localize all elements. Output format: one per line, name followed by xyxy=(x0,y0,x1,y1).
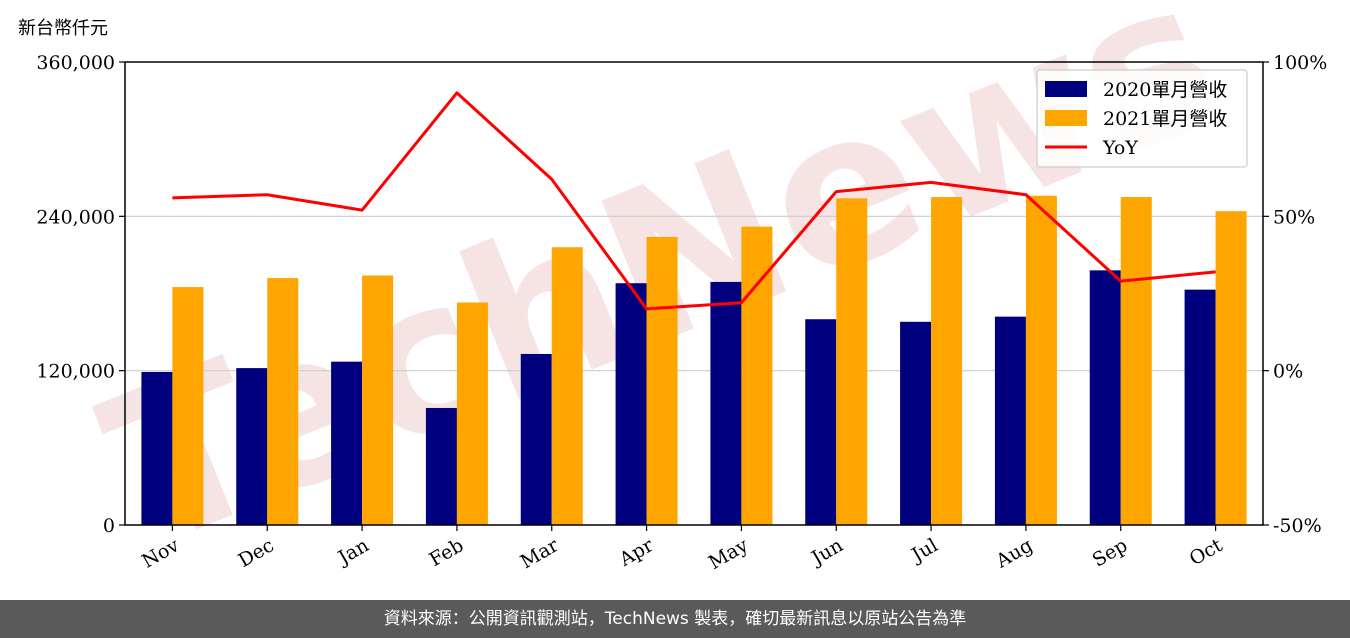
legend-label: YoY xyxy=(1102,137,1138,159)
yoy-line xyxy=(172,91,1216,311)
bar-2020-may xyxy=(710,281,742,525)
legend-swatch xyxy=(1045,81,1087,97)
grid-lines xyxy=(125,215,1263,372)
bar-2021-jun xyxy=(836,198,868,526)
bar-2020-aug xyxy=(994,316,1026,525)
bar-2021-mar xyxy=(551,247,583,525)
x-tick-label-apr: Apr xyxy=(615,534,658,571)
bar-2020-feb xyxy=(425,407,457,525)
plot-frame xyxy=(124,61,1264,526)
bar-2020-apr xyxy=(615,283,647,525)
bar-2020-jul xyxy=(900,321,932,525)
y-left-tick-label: 0 xyxy=(103,515,115,537)
bar-2021-may xyxy=(741,226,773,525)
legend-box xyxy=(1036,69,1248,168)
bar-2021-aug xyxy=(1025,195,1057,525)
y-left-tick-label: 120,000 xyxy=(36,361,115,383)
source-footer: 資料來源：公開資訊觀測站，TechNews 製表，確切最新訊息以原站公告為準 xyxy=(0,600,1350,638)
bar-2021-jul xyxy=(931,197,963,525)
x-tick-label-sep: Sep xyxy=(1089,534,1132,571)
chart-canvas: TechNews 0120,000240,000360,000-50%0%50%… xyxy=(36,0,1327,595)
bar-2021-dec xyxy=(267,278,299,525)
bars xyxy=(141,195,1247,526)
bar-2021-oct xyxy=(1215,211,1247,525)
x-tick-label-jun: Jun xyxy=(806,534,847,570)
y-axis-unit-label: 新台幣仟元 xyxy=(18,18,108,39)
bar-2021-jan xyxy=(362,275,394,525)
bar-2021-feb xyxy=(456,302,488,525)
y-right-tick-label: 100% xyxy=(1273,52,1327,74)
bar-2021-sep xyxy=(1120,197,1152,525)
bar-2020-sep xyxy=(1089,270,1121,525)
bar-2021-apr xyxy=(646,236,678,525)
legend-swatch xyxy=(1045,110,1087,126)
bar-2020-nov xyxy=(141,371,173,525)
y-right-tick-label: -50% xyxy=(1273,515,1322,537)
legend-label: 2021單月營收 xyxy=(1103,108,1227,130)
bar-2020-jan xyxy=(331,361,363,525)
legend-label: 2020單月營收 xyxy=(1103,79,1227,101)
yoy-line-layer xyxy=(172,91,1216,311)
y-left-tick-label: 360,000 xyxy=(36,52,115,74)
bar-2020-jun xyxy=(805,319,837,525)
bar-2021-nov xyxy=(172,287,204,525)
x-tick-label-mar: Mar xyxy=(517,534,563,573)
bar-2020-oct xyxy=(1184,289,1216,525)
y-right-tick-label: 50% xyxy=(1273,206,1315,228)
bar-2020-dec xyxy=(236,368,268,525)
bar-2020-mar xyxy=(520,353,552,525)
x-tick-label-may: May xyxy=(705,534,752,574)
legend: 2020單月營收 2021單月營收 YoY xyxy=(1036,69,1248,168)
x-tick-label-jan: Jan xyxy=(333,534,373,570)
x-tick-label-aug: Aug xyxy=(992,534,1037,573)
x-tick-label-jul: Jul xyxy=(906,534,941,567)
y-left-tick-label: 240,000 xyxy=(36,206,115,228)
x-tick-label-feb: Feb xyxy=(426,534,468,571)
x-tick-label-oct: Oct xyxy=(1186,534,1227,570)
y-right-tick-label: 0% xyxy=(1273,361,1303,383)
